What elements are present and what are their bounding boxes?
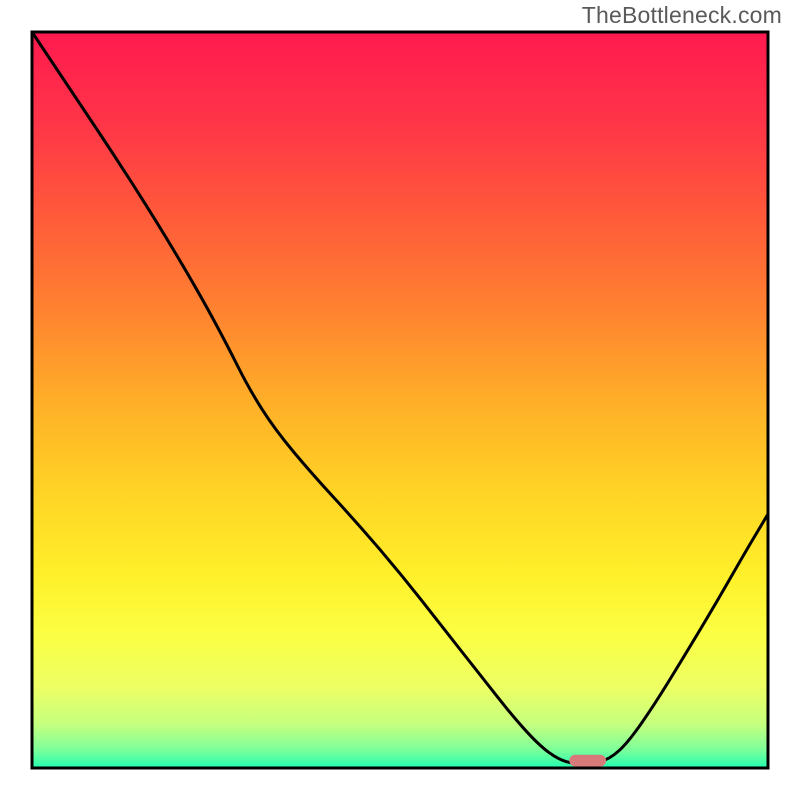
bottleneck-chart [0, 0, 800, 800]
optimal-marker [569, 755, 606, 767]
chart-container: TheBottleneck.com [0, 0, 800, 800]
watermark-text: TheBottleneck.com [582, 2, 782, 29]
plot-background [32, 32, 768, 768]
